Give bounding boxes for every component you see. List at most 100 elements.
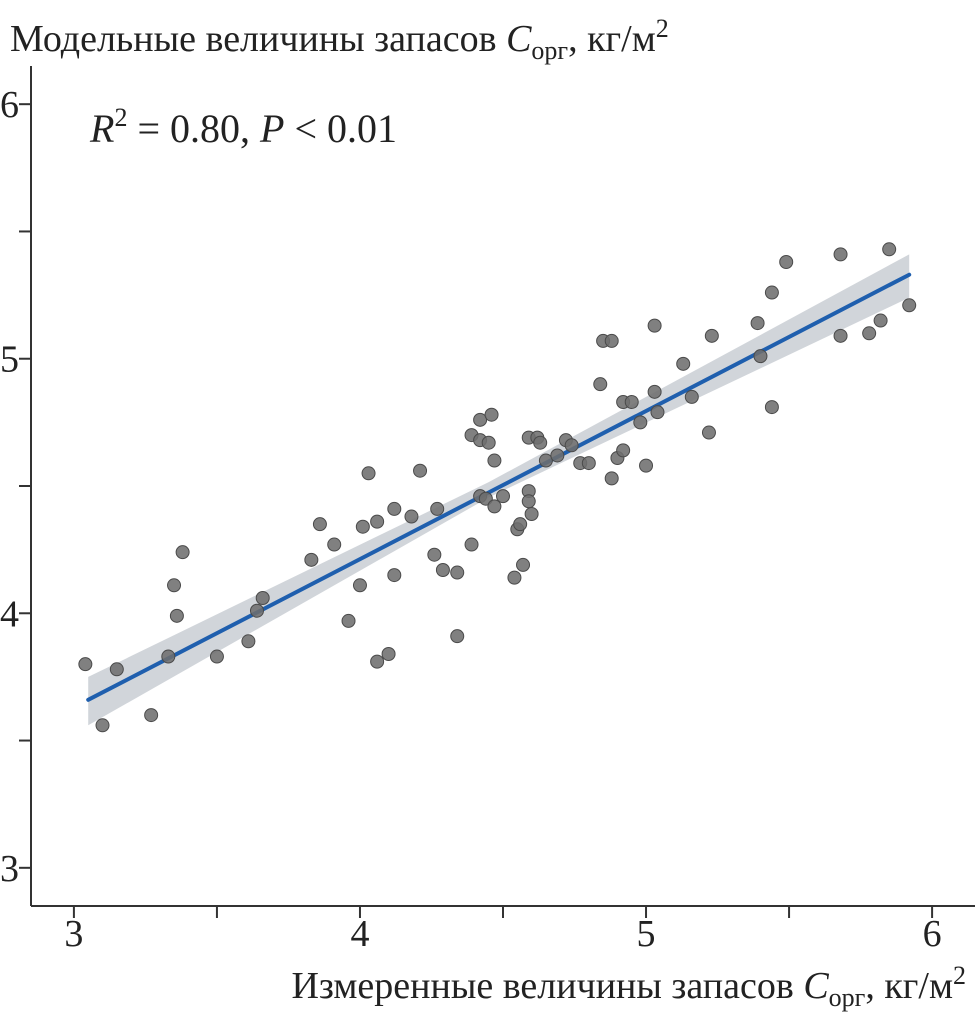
data-point: [144, 708, 159, 723]
data-point: [624, 395, 639, 409]
data-point: [639, 458, 654, 473]
data-point: [427, 547, 442, 562]
x-tick-label: 3: [64, 913, 83, 955]
data-point: [616, 443, 631, 458]
data-point: [167, 578, 182, 593]
y-axis-title-unit: , кг/м: [568, 18, 656, 60]
x-axis-title-sub: орг: [829, 983, 866, 1012]
data-point: [604, 333, 619, 348]
data-point: [604, 471, 619, 486]
data-point: [650, 405, 665, 420]
data-point: [387, 568, 402, 583]
data-point: [533, 435, 548, 450]
data-point: [481, 435, 496, 450]
data-point: [327, 537, 342, 552]
data-point: [581, 456, 596, 471]
data-point: [255, 591, 270, 605]
data-point: [381, 647, 396, 661]
confidence-band-layer: [88, 254, 910, 726]
data-point: [902, 298, 917, 313]
data-point: [404, 509, 419, 524]
data-point: [355, 519, 370, 534]
data-point: [873, 313, 888, 328]
data-point: [361, 466, 376, 481]
data-point: [507, 570, 522, 585]
data-point: [862, 326, 877, 341]
data-point: [753, 349, 768, 364]
data-point: [304, 552, 319, 567]
data-point: [676, 356, 691, 371]
data-point: [241, 634, 256, 649]
y-axis-title-sup: 2: [656, 14, 669, 43]
data-point: [701, 425, 716, 440]
data-point: [78, 657, 93, 672]
data-point: [209, 649, 224, 664]
data-point: [430, 501, 445, 516]
x-axis-title: Измеренные величины запасов Cорг, кг/м2: [291, 961, 966, 1012]
data-point: [341, 613, 356, 628]
regression-line-layer: [86, 272, 912, 702]
x-axis-title-var: C: [803, 965, 829, 1007]
data-point: [750, 316, 765, 331]
confidence-band: [88, 254, 910, 726]
axes-layer: 3 4 5 6 3 4 5 6: [0, 66, 975, 955]
data-point: [764, 285, 779, 300]
data-points-layer: [78, 242, 917, 733]
data-point: [513, 517, 528, 532]
x-axis-title-main: Измеренные величины запасов: [291, 965, 803, 1007]
y-axis-title-sub: орг: [531, 36, 568, 65]
data-point: [473, 412, 488, 427]
fit-annotation-p-value: < 0.01: [284, 106, 397, 151]
fit-annotation-r-var: R: [89, 106, 114, 151]
data-point: [764, 400, 779, 415]
data-point: [464, 537, 479, 552]
data-point: [312, 517, 327, 532]
data-point: [779, 255, 794, 269]
y-axis-title-var: C: [506, 18, 532, 60]
data-point: [521, 494, 536, 509]
data-point: [370, 514, 385, 529]
data-point: [684, 389, 699, 404]
data-point: [95, 718, 110, 733]
regression-line: [86, 272, 912, 702]
data-point: [484, 407, 499, 422]
data-point: [496, 489, 510, 504]
y-tick-label: 4: [0, 593, 19, 635]
y-tick-label: 3: [0, 848, 19, 890]
data-point: [161, 649, 176, 664]
data-point: [564, 438, 579, 453]
data-point: [524, 507, 539, 521]
data-point: [487, 499, 502, 514]
x-tick-label: 5: [637, 913, 656, 955]
data-point: [833, 328, 848, 343]
fit-annotation-r-sup: 2: [114, 103, 127, 132]
x-tick-label: 6: [923, 913, 942, 955]
data-point: [450, 629, 465, 644]
data-point: [647, 318, 662, 333]
data-point: [833, 247, 848, 262]
data-point: [175, 545, 190, 560]
fit-annotation-p-var: P: [259, 106, 284, 151]
fit-annotation-r-value: = 0.80,: [127, 106, 260, 151]
data-point: [370, 654, 385, 669]
data-point: [352, 578, 367, 593]
data-point: [538, 453, 553, 468]
fit-annotation: R2 = 0.80, P < 0.01: [89, 103, 397, 151]
y-axis-title-main: Модельные величины запасов: [10, 18, 506, 60]
data-point: [487, 453, 502, 468]
data-point: [550, 448, 565, 463]
data-point: [450, 565, 465, 580]
data-point: [169, 608, 184, 623]
data-point: [633, 415, 648, 430]
data-point: [249, 603, 264, 618]
data-point: [387, 501, 402, 516]
y-tick-label: 6: [0, 84, 19, 126]
y-tick-label: 5: [0, 339, 19, 381]
x-tick-label: 4: [350, 913, 369, 955]
data-point: [882, 242, 897, 257]
data-point: [593, 377, 608, 392]
data-point: [435, 563, 450, 577]
data-point: [109, 662, 124, 677]
data-point: [704, 328, 719, 343]
